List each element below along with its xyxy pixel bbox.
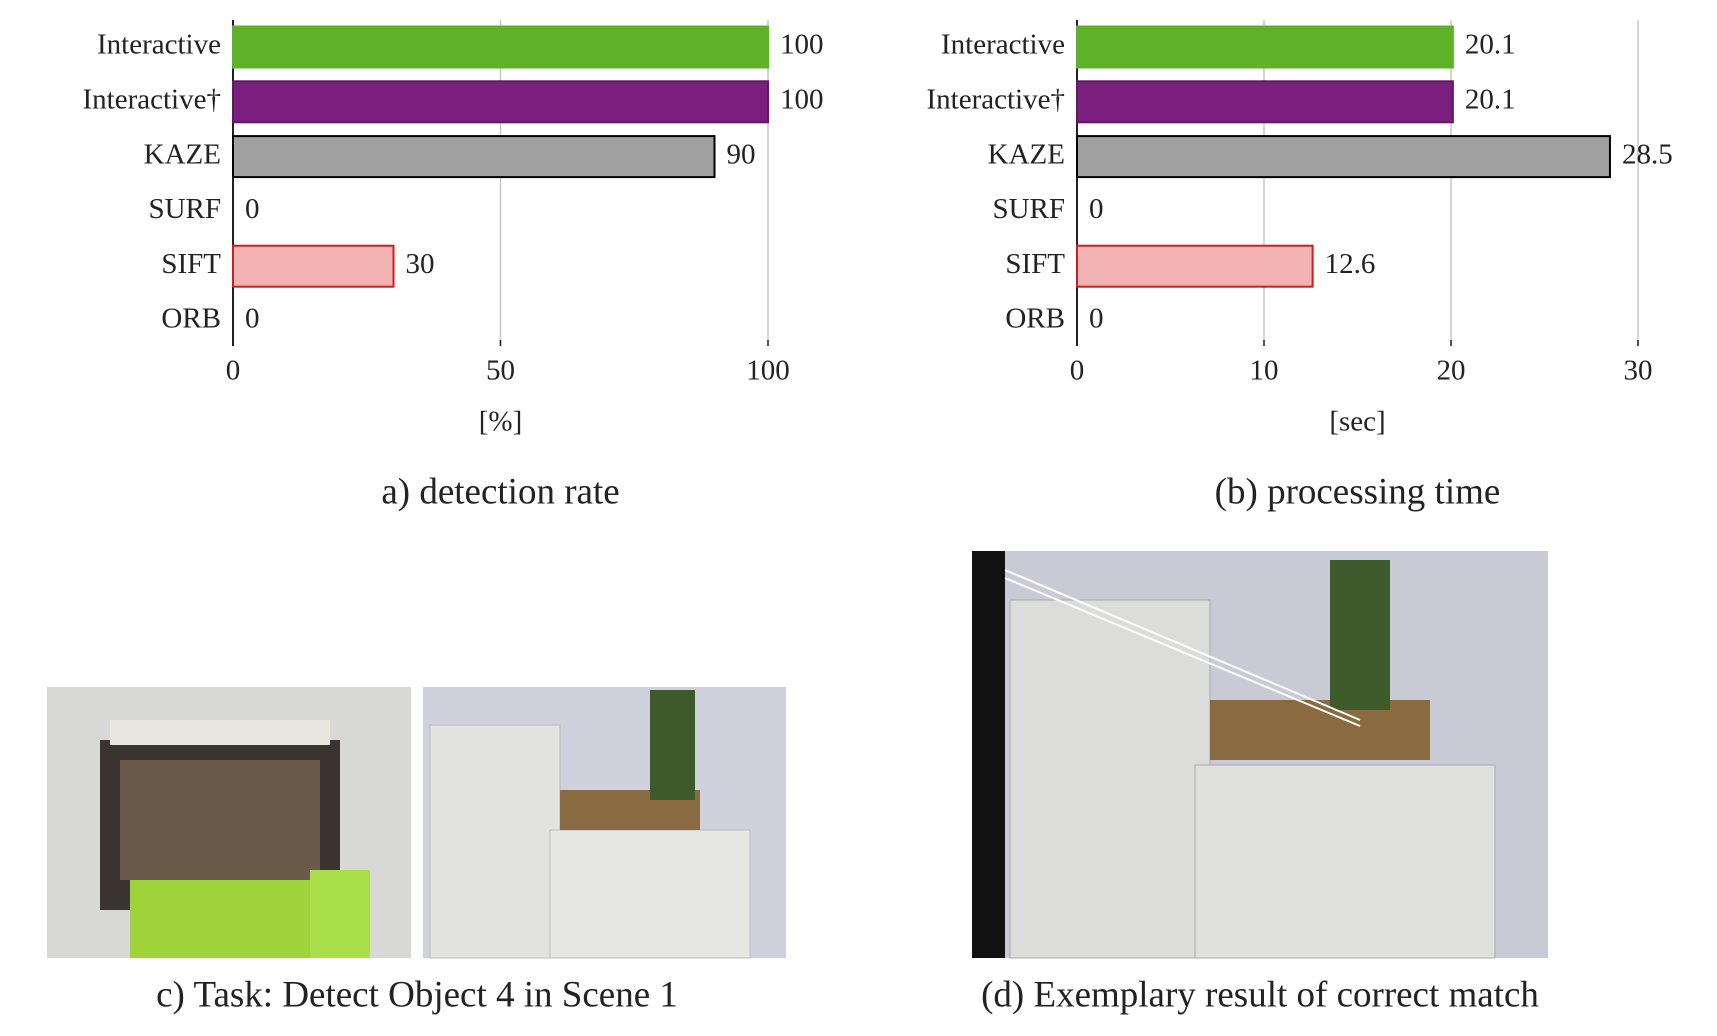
x-tick-label: 100 — [746, 355, 790, 387]
object-photo — [47, 687, 411, 958]
y-tick-label: Interactive — [941, 29, 1065, 61]
value-label: 0 — [245, 303, 260, 335]
x-axis-label: [%] — [479, 406, 522, 438]
y-tick-label: Interactive — [97, 29, 221, 61]
y-tick-label: SURF — [992, 193, 1065, 225]
bar — [232, 25, 769, 69]
y-tick-label: SIFT — [161, 248, 221, 280]
bar — [1076, 244, 1314, 288]
bar — [1076, 135, 1611, 179]
value-label: 12.6 — [1325, 248, 1376, 280]
x-tick-label: 50 — [486, 355, 515, 387]
value-label: 0 — [1089, 193, 1104, 225]
y-tick-label: SIFT — [1005, 248, 1065, 280]
bar — [232, 135, 716, 179]
value-label: 100 — [780, 83, 824, 115]
value-label: 30 — [406, 248, 435, 280]
y-tick-label: KAZE — [988, 138, 1065, 170]
value-label: 20.1 — [1465, 83, 1516, 115]
y-tick-label: SURF — [148, 193, 221, 225]
chart-caption: a) detection rate — [381, 471, 619, 512]
scene-photo — [423, 687, 786, 959]
value-label: 90 — [727, 138, 756, 170]
value-label: 28.5 — [1622, 138, 1673, 170]
x-axis-label: [sec] — [1329, 406, 1385, 438]
x-tick-label: 20 — [1437, 355, 1466, 387]
figure-caption: (d) Exemplary result of correct match — [981, 974, 1539, 1015]
y-tick-label: Interactive† — [927, 83, 1065, 115]
result-photo — [972, 551, 1548, 959]
bar — [1076, 80, 1454, 124]
bar — [232, 244, 395, 288]
value-label: 0 — [245, 193, 260, 225]
x-tick-label: 30 — [1624, 355, 1653, 387]
x-tick-label: 0 — [226, 355, 241, 387]
value-label: 100 — [780, 29, 824, 61]
bar — [232, 80, 769, 124]
y-tick-label: ORB — [161, 303, 221, 335]
value-label: 0 — [1089, 303, 1104, 335]
x-tick-label: 0 — [1070, 355, 1085, 387]
value-label: 20.1 — [1465, 29, 1516, 61]
y-tick-label: Interactive† — [83, 83, 221, 115]
y-tick-label: KAZE — [144, 138, 221, 170]
y-tick-label: ORB — [1005, 303, 1065, 335]
figure-caption: c) Task: Detect Object 4 in Scene 1 — [156, 974, 678, 1015]
x-tick-label: 10 — [1250, 355, 1279, 387]
bar — [1076, 25, 1454, 69]
chart-caption: (b) processing time — [1215, 471, 1501, 512]
